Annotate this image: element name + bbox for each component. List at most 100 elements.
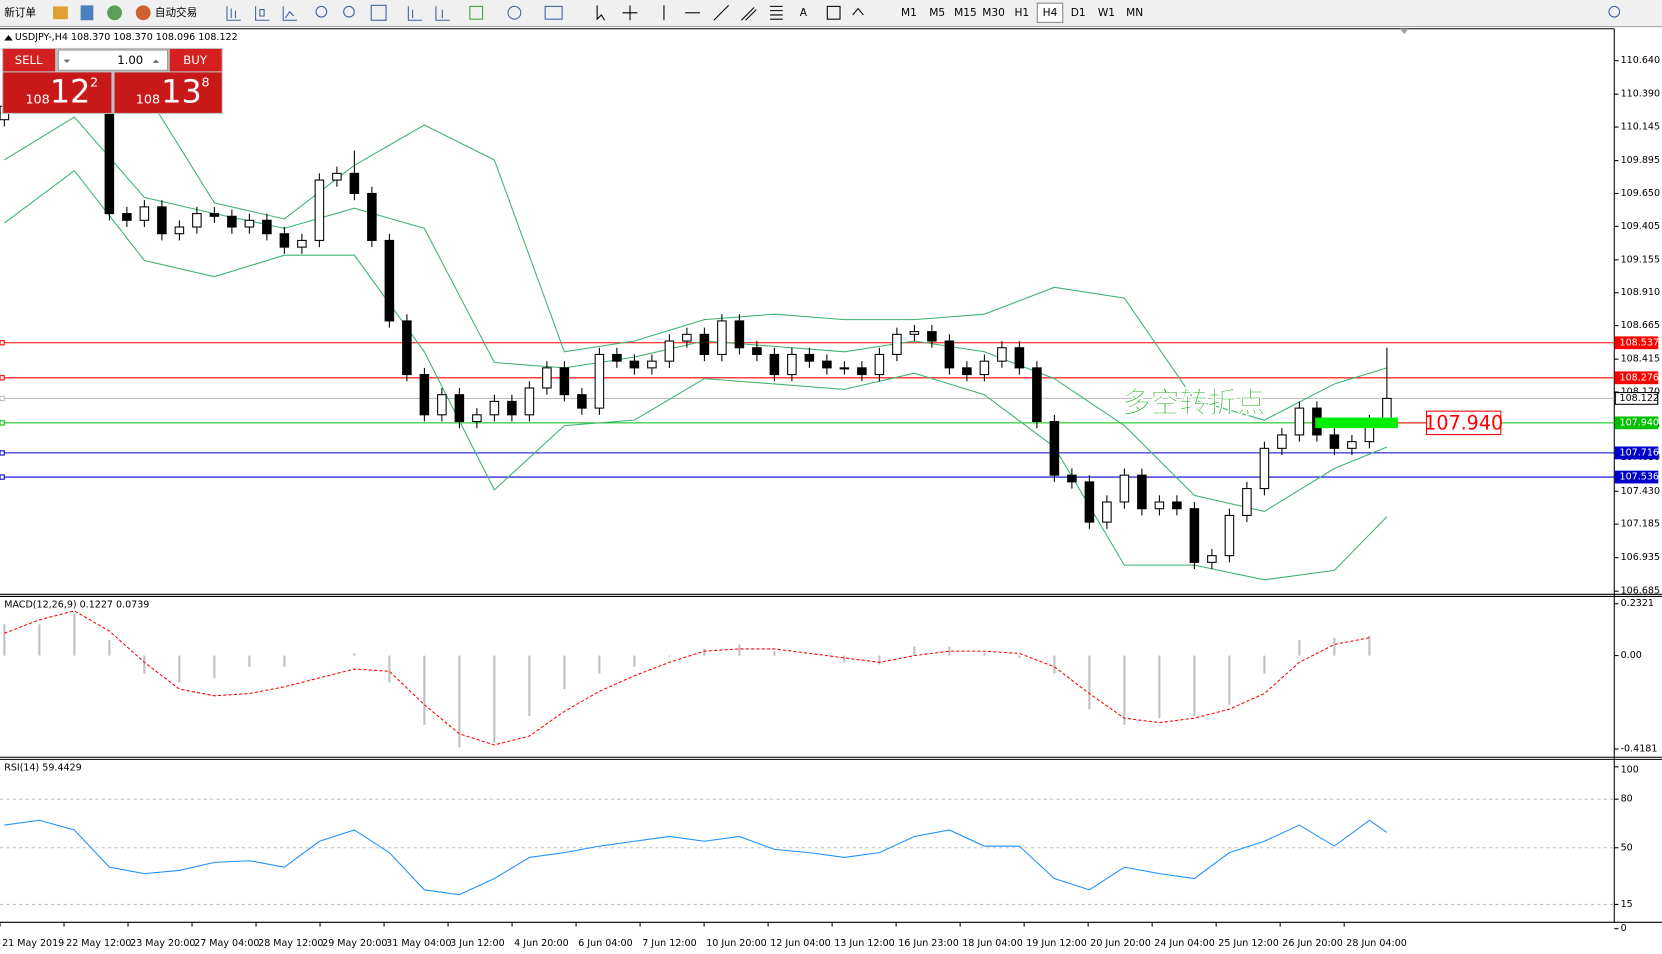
x-tick-label: 3 Jun 12:00: [450, 938, 504, 949]
tile[interactable]: [370, 4, 387, 21]
candle-body: [419, 374, 430, 416]
candle-body: [174, 226, 185, 235]
sell-button[interactable]: [3, 48, 56, 72]
timeframes: M1 M5 M15 M30 H1 H4 D1 W1 MN: [901, 2, 1143, 23]
arrows[interactable]: [852, 7, 864, 16]
candle-body: [157, 206, 167, 235]
candle-body: [1189, 508, 1200, 563]
x-tick-label: 13 Jun 12:00: [834, 938, 895, 949]
lots-value[interactable]: 1.00: [117, 53, 143, 67]
timeframe-button[interactable]: H1: [1014, 6, 1029, 19]
level-handle: [0, 395, 5, 402]
y-tick-label: 107.185: [1621, 519, 1660, 530]
candle-body: [1119, 474, 1130, 503]
y-tick-label: 0.2321: [1621, 598, 1654, 609]
overlay: USDJPY-,H4 108.370 108.370 108.096 108.1…: [2, 32, 1659, 773]
periods[interactable]: [507, 5, 522, 20]
y-tick-label: 109.650: [1621, 188, 1660, 199]
candle-body: [262, 219, 272, 235]
ask-pips: 13: [161, 73, 201, 111]
tool[interactable]: [435, 6, 450, 21]
active-timeframe[interactable]: [1036, 2, 1064, 23]
tool[interactable]: [255, 6, 270, 21]
tool[interactable]: [226, 6, 241, 21]
icon[interactable]: [53, 6, 68, 20]
timeframe-button[interactable]: D1: [1071, 6, 1086, 19]
trendline[interactable]: [713, 4, 730, 21]
new-order-button[interactable]: [2, 3, 47, 23]
level-label-box: [1614, 392, 1659, 405]
level-label-box: [1614, 336, 1659, 350]
y-tick-label: 106.935: [1621, 552, 1660, 563]
timeframe-button[interactable]: M30: [982, 6, 1005, 19]
plot-area: [0, 28, 1662, 923]
candle-body: [139, 206, 150, 221]
auto-trading-icon[interactable]: [135, 5, 151, 21]
candle-body: [1154, 501, 1165, 510]
candle-body: [787, 353, 797, 376]
candle-body: [1259, 447, 1270, 490]
zoom-in[interactable]: [315, 5, 328, 18]
text-tool[interactable]: A: [800, 6, 808, 19]
icon[interactable]: [80, 5, 94, 21]
search[interactable]: [1608, 5, 1621, 18]
level-label-box: [1614, 446, 1659, 460]
bid-box[interactable]: [3, 72, 112, 113]
candle-body: [944, 340, 955, 369]
y-tick-label: 108.170: [1621, 386, 1660, 397]
candle-body: [997, 347, 1007, 362]
y-tick-label: 108.415: [1621, 354, 1660, 365]
fibo[interactable]: [770, 5, 783, 20]
y-tick-label: 50: [1621, 842, 1633, 853]
timeframe-button[interactable]: MN: [1126, 6, 1143, 19]
timeframe-button[interactable]: M1: [901, 6, 917, 19]
tool[interactable]: [407, 6, 423, 21]
price-callout: 107.940: [1424, 411, 1503, 434]
channel[interactable]: [741, 7, 757, 21]
y-tick-label: 106.685: [1621, 586, 1660, 597]
y-tick-label: -0.4181: [1621, 744, 1658, 755]
indicators[interactable]: [469, 5, 484, 20]
timeframe-button[interactable]: M5: [929, 6, 945, 19]
lots-input[interactable]: [57, 49, 169, 71]
candle-body: [1172, 501, 1182, 510]
candle-body: [857, 367, 867, 376]
auto-trading-label[interactable]: 自动交易: [155, 6, 197, 19]
x-tick-label: 21 May 2019: [2, 938, 64, 949]
level-label: 107.940: [1620, 417, 1659, 428]
candle-body: [962, 367, 972, 376]
buy-label[interactable]: BUY: [183, 53, 208, 67]
icon[interactable]: [107, 5, 122, 21]
timeframe-button[interactable]: M15: [954, 6, 977, 19]
x-tick-label: 4 Jun 20:00: [514, 938, 568, 949]
timeframe-button[interactable]: H4: [1043, 6, 1058, 19]
candle-body: [437, 394, 447, 416]
y-tick-label: 109.895: [1621, 155, 1660, 166]
candle-body: [209, 213, 220, 217]
buy-button[interactable]: [169, 48, 222, 72]
new-order-label[interactable]: 新订单: [4, 6, 36, 19]
sell-label[interactable]: SELL: [15, 53, 43, 67]
y-tick-label: 108.910: [1621, 287, 1660, 298]
y-tick-label: 100: [1621, 764, 1639, 775]
symbol-icon: [4, 35, 13, 41]
level-label: 108.537: [1620, 337, 1659, 348]
candle-body: [227, 215, 237, 228]
templates[interactable]: [544, 5, 563, 20]
lots-up[interactable]: [152, 59, 160, 63]
crosshair[interactable]: [622, 5, 638, 21]
cursor[interactable]: [596, 5, 606, 21]
x-tick-label: 19 Jun 12:00: [1026, 938, 1087, 949]
label-tool[interactable]: [826, 5, 841, 20]
candle-body: [979, 360, 990, 376]
tool[interactable]: [282, 6, 297, 21]
candle-body: [752, 347, 762, 355]
x-tick-label: 24 Jun 04:00: [1154, 938, 1215, 949]
zoom-out[interactable]: [343, 5, 355, 18]
candle-body: [1014, 347, 1025, 369]
lots-down[interactable]: [63, 59, 71, 63]
ask-box[interactable]: [114, 72, 222, 113]
candle-body: [1329, 434, 1340, 449]
timeframe-button[interactable]: W1: [1098, 6, 1115, 19]
